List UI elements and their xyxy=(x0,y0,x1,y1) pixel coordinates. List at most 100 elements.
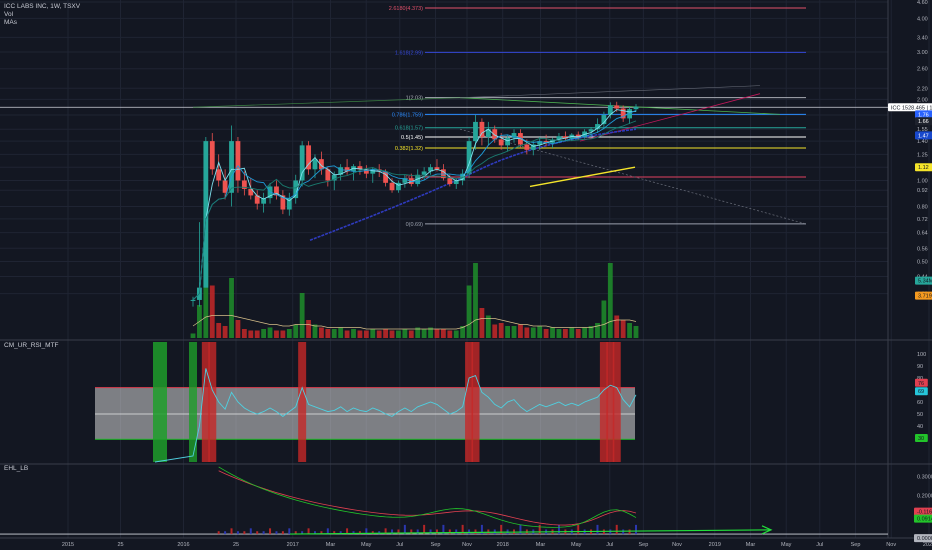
price-badge xyxy=(915,131,932,140)
price-tick-label: 0.92 xyxy=(917,188,928,194)
candle-body xyxy=(466,141,472,174)
ehl-histogram-bar xyxy=(538,524,541,535)
candle-body xyxy=(575,134,581,138)
osc-badge-text: 76 xyxy=(918,381,924,387)
ehl-histogram-bar xyxy=(249,528,252,535)
ehl-histogram-bar xyxy=(269,528,272,535)
time-tick-label: 2016 xyxy=(177,542,189,548)
time-tick-label: Sep xyxy=(431,542,441,548)
rsi-extreme-bar xyxy=(298,342,307,462)
candle-body xyxy=(338,167,344,175)
moving-averages xyxy=(192,109,637,301)
volume-bar xyxy=(492,324,498,338)
fib-level-label: 0(0.69) xyxy=(406,222,424,228)
volume-bar xyxy=(280,330,286,338)
time-tick-label: 2020 xyxy=(923,542,932,548)
candle-body xyxy=(556,136,562,140)
candle-body xyxy=(511,133,517,138)
volume-bar xyxy=(312,324,318,338)
volume-bar xyxy=(254,330,260,338)
rsi-extreme-bar xyxy=(189,342,197,462)
osc-badge xyxy=(915,387,928,396)
fibonacci-levels: 2.6180(4.373) 1.618(2.99) 1(2.03) 0.786(1.7… xyxy=(0,6,888,228)
osc-badge xyxy=(915,378,928,387)
candle-body xyxy=(331,174,337,181)
volume-bar xyxy=(575,329,581,338)
legend-vol[interactable]: Vol xyxy=(4,11,14,18)
time-tick-label: 2018 xyxy=(497,542,509,548)
candle-body xyxy=(357,166,363,170)
candlestick-series xyxy=(190,101,639,307)
ehl-red-line xyxy=(218,470,637,526)
rsi-extreme-bar xyxy=(201,342,210,462)
osc-tick-label: 60 xyxy=(917,400,923,406)
time-tick-label: Sep xyxy=(851,542,861,548)
candle-body xyxy=(530,144,536,150)
price-tick-label: 1.55 xyxy=(917,127,928,133)
candle-body xyxy=(389,182,395,191)
volume-bar xyxy=(479,308,485,338)
rsi-oversold-bar xyxy=(153,342,167,462)
ehl-histogram-bar xyxy=(423,524,426,535)
ehl-histogram-bar xyxy=(397,529,400,535)
volume-bar xyxy=(299,293,305,338)
volume-ma-line xyxy=(192,315,637,330)
price-tick-label: 1.40 xyxy=(917,139,928,145)
ehl-histogram-bar xyxy=(378,531,381,535)
legend-rsi[interactable]: CM_UR_RSI_MTF xyxy=(4,342,59,349)
ehl-histogram-bar xyxy=(455,529,458,535)
candle-body xyxy=(396,182,401,191)
volume-bar xyxy=(325,329,331,338)
symbol-title[interactable]: ICC LABS INC, 1W, TSXV xyxy=(4,3,81,10)
ehl-badge xyxy=(914,507,932,516)
time-tick-label: Jul xyxy=(396,542,403,548)
volume-bar xyxy=(511,326,517,338)
ehl-histogram-bar xyxy=(635,524,637,535)
time-tick-label: Sep xyxy=(639,542,649,548)
ehl-histogram-bar xyxy=(474,529,477,535)
price-badge xyxy=(915,163,932,172)
red-trend-line xyxy=(579,93,761,142)
ehl-histogram-bar xyxy=(410,529,413,535)
time-tick-label: 25 xyxy=(117,542,123,548)
candle-body xyxy=(254,195,260,204)
candle-body xyxy=(633,106,639,110)
ehl-histogram-bar xyxy=(468,529,471,535)
osc-tick-label: 40 xyxy=(917,424,923,430)
price-tick-label: 4.60 xyxy=(917,0,928,6)
candle-body xyxy=(421,171,427,175)
price-badge-text: 3.719M xyxy=(918,294,932,300)
fib-level-label: 0.5(1.45) xyxy=(401,135,423,141)
volume-bar xyxy=(473,263,478,338)
price-badge-text: 1.47 xyxy=(918,133,929,139)
time-tick-label: May xyxy=(361,542,372,548)
legend-mas[interactable]: MAs xyxy=(4,19,17,26)
volume-bar xyxy=(607,263,613,338)
legend-ehl[interactable]: EHL_LB xyxy=(4,465,29,472)
volume-bar xyxy=(286,329,292,338)
candle-body xyxy=(306,145,311,170)
ehl-histogram-bar xyxy=(307,528,310,535)
time-tick-label: 2017 xyxy=(287,542,299,548)
ehl-histogram-bar xyxy=(320,531,323,535)
osc-badge xyxy=(915,434,928,442)
ehl-histogram-bar xyxy=(596,524,599,535)
candle-body xyxy=(351,166,356,172)
volume-bar xyxy=(383,329,389,338)
ehl-badge xyxy=(914,514,932,523)
volume-bar xyxy=(485,315,491,338)
ehl-histogram-bar xyxy=(275,531,278,535)
ehl-histogram-bar xyxy=(236,531,239,535)
candle-body xyxy=(473,121,478,142)
volume-bar xyxy=(415,327,421,338)
fib-level-label: 0(1.03) xyxy=(406,175,424,181)
axes: 4.604.003.403.002.602.202.001.751.551.40… xyxy=(62,0,932,548)
ehl-histogram-bar xyxy=(403,524,406,535)
price-badge xyxy=(915,291,932,300)
candle-body xyxy=(428,167,433,172)
candle-body xyxy=(460,173,466,181)
price-tick-label: 0.72 xyxy=(917,217,928,223)
candle-body xyxy=(402,178,408,183)
ehl-indicator xyxy=(0,466,888,535)
